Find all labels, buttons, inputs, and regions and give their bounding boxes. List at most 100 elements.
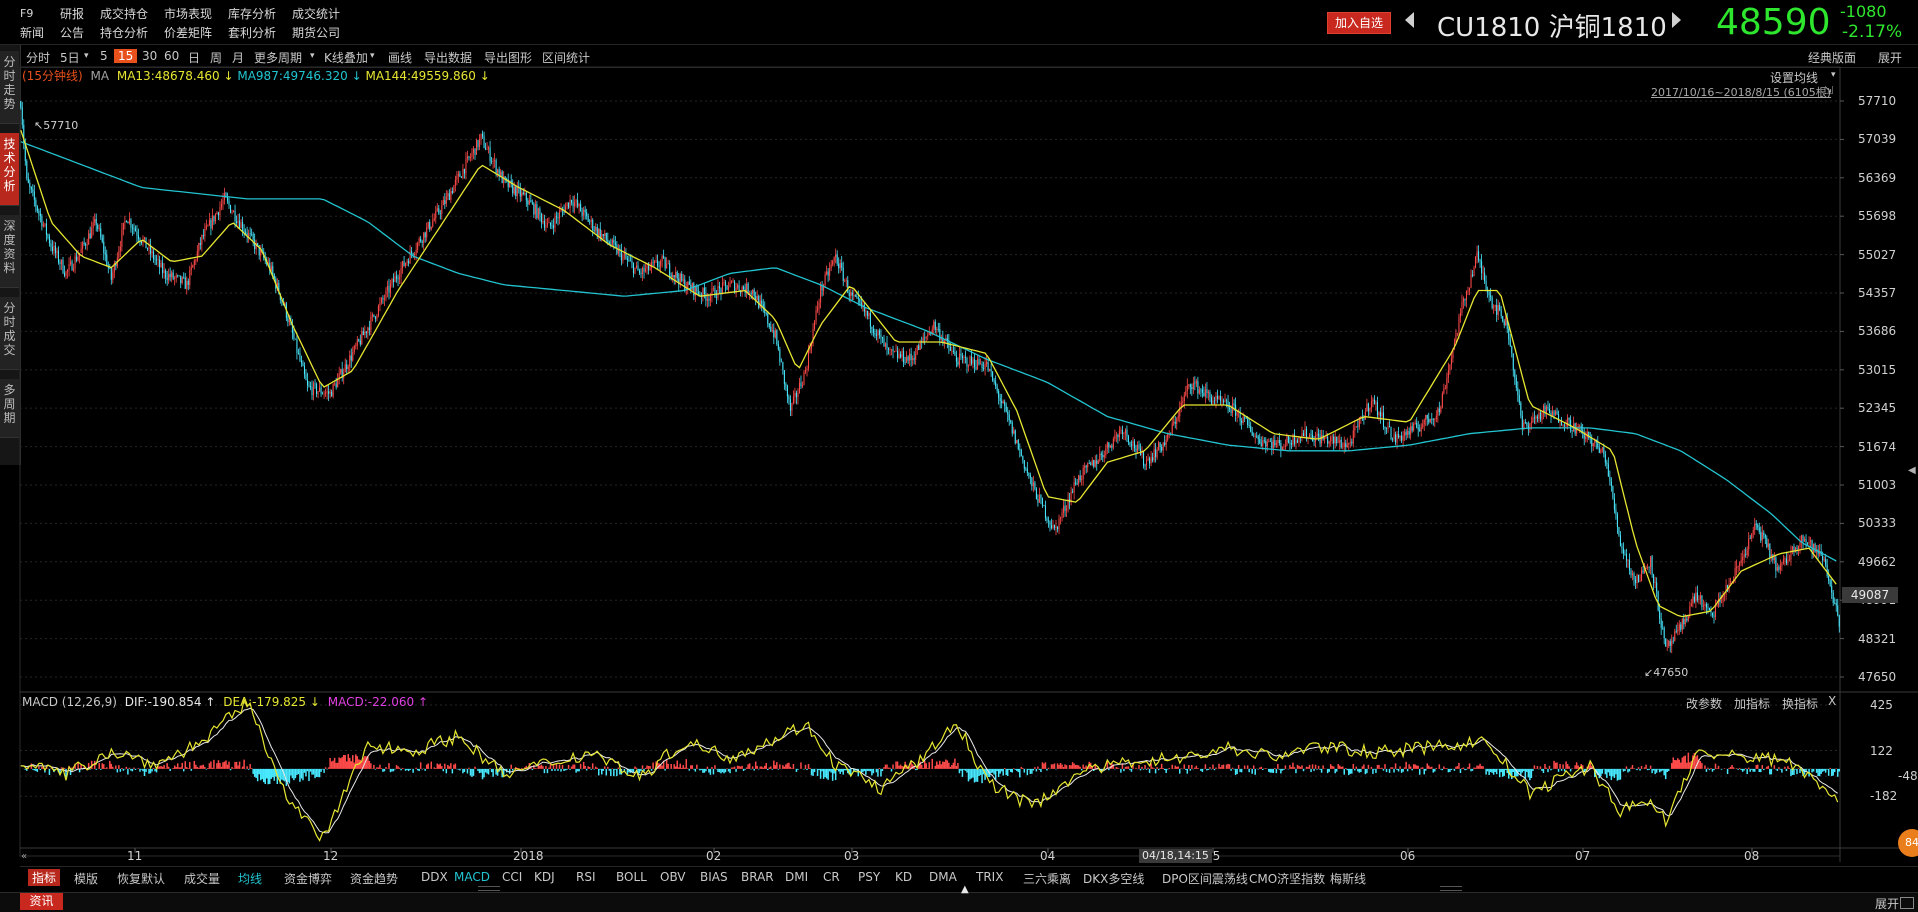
- candle-body: [551, 225, 553, 226]
- indicator-tab[interactable]: 均线: [238, 872, 263, 886]
- side-tab-tick-trades[interactable]: 分时成交: [0, 297, 19, 370]
- side-tab-deep-data[interactable]: 深度资料: [0, 215, 19, 288]
- menu-item-volume-position[interactable]: 成交持仓: [100, 7, 149, 21]
- add-favorite-button[interactable]: 加入自选: [1327, 12, 1391, 34]
- add-indicator-button[interactable]: 加指标: [1734, 697, 1771, 711]
- toolbar-15min[interactable]: 15: [114, 49, 138, 63]
- collapse-right-icon[interactable]: ◀: [1908, 465, 1916, 476]
- indicator-tab[interactable]: KD: [895, 870, 913, 884]
- menu-item-research[interactable]: 研报: [60, 7, 85, 21]
- candle-body: [1274, 440, 1276, 446]
- indicator-tab[interactable]: OBV: [660, 870, 686, 884]
- menu-item-announcements[interactable]: 公告: [60, 26, 85, 40]
- toolbar-expand[interactable]: 展开: [1878, 51, 1903, 65]
- indicator-tab[interactable]: 成交量: [184, 872, 221, 886]
- indicator-tab[interactable]: BIAS: [700, 870, 728, 884]
- toolbar-intraday[interactable]: 分时: [26, 51, 51, 65]
- menu-item-futures-companies[interactable]: 期货公司: [292, 26, 341, 40]
- side-tab-intraday[interactable]: 分时走势: [0, 51, 19, 124]
- splitter-handle[interactable]: [478, 886, 500, 891]
- indicator-tab[interactable]: DPO区间震荡线: [1162, 872, 1248, 886]
- menu-item-f9[interactable]: F9: [20, 7, 34, 20]
- menu-item-volume-stats[interactable]: 成交统计: [292, 7, 341, 21]
- toolbar-5min[interactable]: 5: [100, 49, 108, 63]
- indicator-tab[interactable]: TRIX: [976, 870, 1004, 884]
- toolbar-30min[interactable]: 30: [142, 49, 158, 63]
- indicator-tab[interactable]: 三六乘离: [1023, 872, 1072, 886]
- toolbar-week[interactable]: 周: [210, 51, 223, 65]
- indicator-tab[interactable]: KDJ: [534, 870, 555, 884]
- side-tab-multi-period[interactable]: 多周期: [0, 379, 19, 438]
- indicator-tab[interactable]: DKX多空线: [1083, 872, 1145, 886]
- toolbar-more-periods[interactable]: 更多周期: [254, 51, 303, 65]
- indicator-tab[interactable]: 资金趋势: [350, 872, 399, 886]
- candle-body: [1556, 411, 1558, 415]
- indicator-tab[interactable]: 资金博弈: [284, 872, 333, 886]
- candle-body: [178, 275, 180, 277]
- menu-item-news[interactable]: 新闻: [20, 26, 45, 40]
- menu-item-inventory[interactable]: 库存分析: [228, 7, 277, 21]
- candle-body: [1343, 442, 1345, 448]
- indicator-tab[interactable]: CR: [823, 870, 840, 884]
- candle-body: [1390, 426, 1392, 439]
- toolbar-export-image[interactable]: 导出图形: [484, 51, 533, 65]
- menu-item-position-analysis[interactable]: 持仓分析: [100, 26, 149, 40]
- indicator-tab[interactable]: DMI: [785, 870, 809, 884]
- window-icon[interactable]: [1900, 897, 1914, 909]
- indicator-tab[interactable]: PSY: [858, 870, 881, 884]
- toolbar-kline-overlay[interactable]: K线叠加: [324, 51, 368, 65]
- dropdown-arrow-icon[interactable]: ▾: [370, 51, 375, 61]
- splitter-handle[interactable]: [1440, 886, 1462, 891]
- toolbar-day[interactable]: 日: [188, 51, 201, 65]
- candle-body: [1831, 585, 1833, 593]
- pin-icon[interactable]: ⇲: [1824, 84, 1834, 97]
- indicator-tab[interactable]: 恢复默认: [117, 872, 166, 886]
- indicator-tab[interactable]: DDX: [421, 870, 448, 884]
- chevron-down-icon[interactable]: ▾: [1831, 70, 1836, 80]
- change-params-button[interactable]: 改参数: [1686, 697, 1723, 711]
- news-tab[interactable]: 资讯: [20, 893, 63, 910]
- toolbar-5day[interactable]: 5日: [60, 51, 80, 65]
- toolbar-draw-line[interactable]: 画线: [388, 51, 413, 65]
- candle-body: [927, 335, 929, 337]
- dropdown-arrow-icon[interactable]: ▾: [84, 51, 89, 61]
- candle-body: [1449, 364, 1451, 371]
- indicator-tab[interactable]: 梅斯线: [1330, 872, 1367, 886]
- prev-symbol-arrow-icon[interactable]: [1405, 12, 1414, 28]
- candle-body: [305, 374, 307, 381]
- toolbar-classic-layout[interactable]: 经典版面: [1808, 51, 1857, 65]
- candle-body: [767, 313, 769, 324]
- toolbar-export-data[interactable]: 导出数据: [424, 51, 473, 65]
- close-icon[interactable]: X: [1828, 694, 1837, 708]
- menu-item-market-performance[interactable]: 市场表现: [164, 7, 213, 21]
- indicator-tab[interactable]: CCI: [502, 870, 523, 884]
- switch-indicator-button[interactable]: 换指标: [1782, 697, 1819, 711]
- candle-body: [424, 232, 426, 238]
- collapse-up-icon[interactable]: ▲: [961, 884, 969, 895]
- candle-body: [1660, 618, 1662, 628]
- dropdown-arrow-icon[interactable]: ▾: [310, 51, 315, 61]
- indicator-tab[interactable]: DMA: [929, 870, 957, 884]
- side-tab-technical[interactable]: 技术分析: [0, 133, 19, 206]
- next-symbol-arrow-icon[interactable]: [1672, 12, 1681, 28]
- scroll-left-icon[interactable]: «: [21, 851, 28, 862]
- indicator-tab[interactable]: RSI: [576, 870, 596, 884]
- indicator-tab[interactable]: CMO济坚指数: [1249, 872, 1326, 886]
- candle-body: [1666, 645, 1668, 647]
- toolbar-60min[interactable]: 60: [164, 49, 180, 63]
- ma-settings-link[interactable]: 设置均线: [1770, 71, 1819, 85]
- candle-body: [1800, 535, 1803, 543]
- notification-badge[interactable]: 84: [1898, 829, 1918, 857]
- menu-item-spread-matrix[interactable]: 价差矩阵: [164, 26, 213, 40]
- status-expand[interactable]: 展开: [1875, 897, 1900, 911]
- indicator-tab[interactable]: MACD: [454, 870, 490, 884]
- indicator-tab[interactable]: 指标: [28, 869, 61, 886]
- menu-item-arbitrage[interactable]: 套利分析: [228, 26, 277, 40]
- candle-body: [533, 203, 535, 215]
- indicator-tab[interactable]: BRAR: [741, 870, 774, 884]
- indicator-tab[interactable]: 模版: [74, 872, 99, 886]
- toolbar-month[interactable]: 月: [232, 51, 245, 65]
- toolbar-range-stats[interactable]: 区间统计: [542, 51, 591, 65]
- indicator-tab[interactable]: BOLL: [616, 870, 647, 884]
